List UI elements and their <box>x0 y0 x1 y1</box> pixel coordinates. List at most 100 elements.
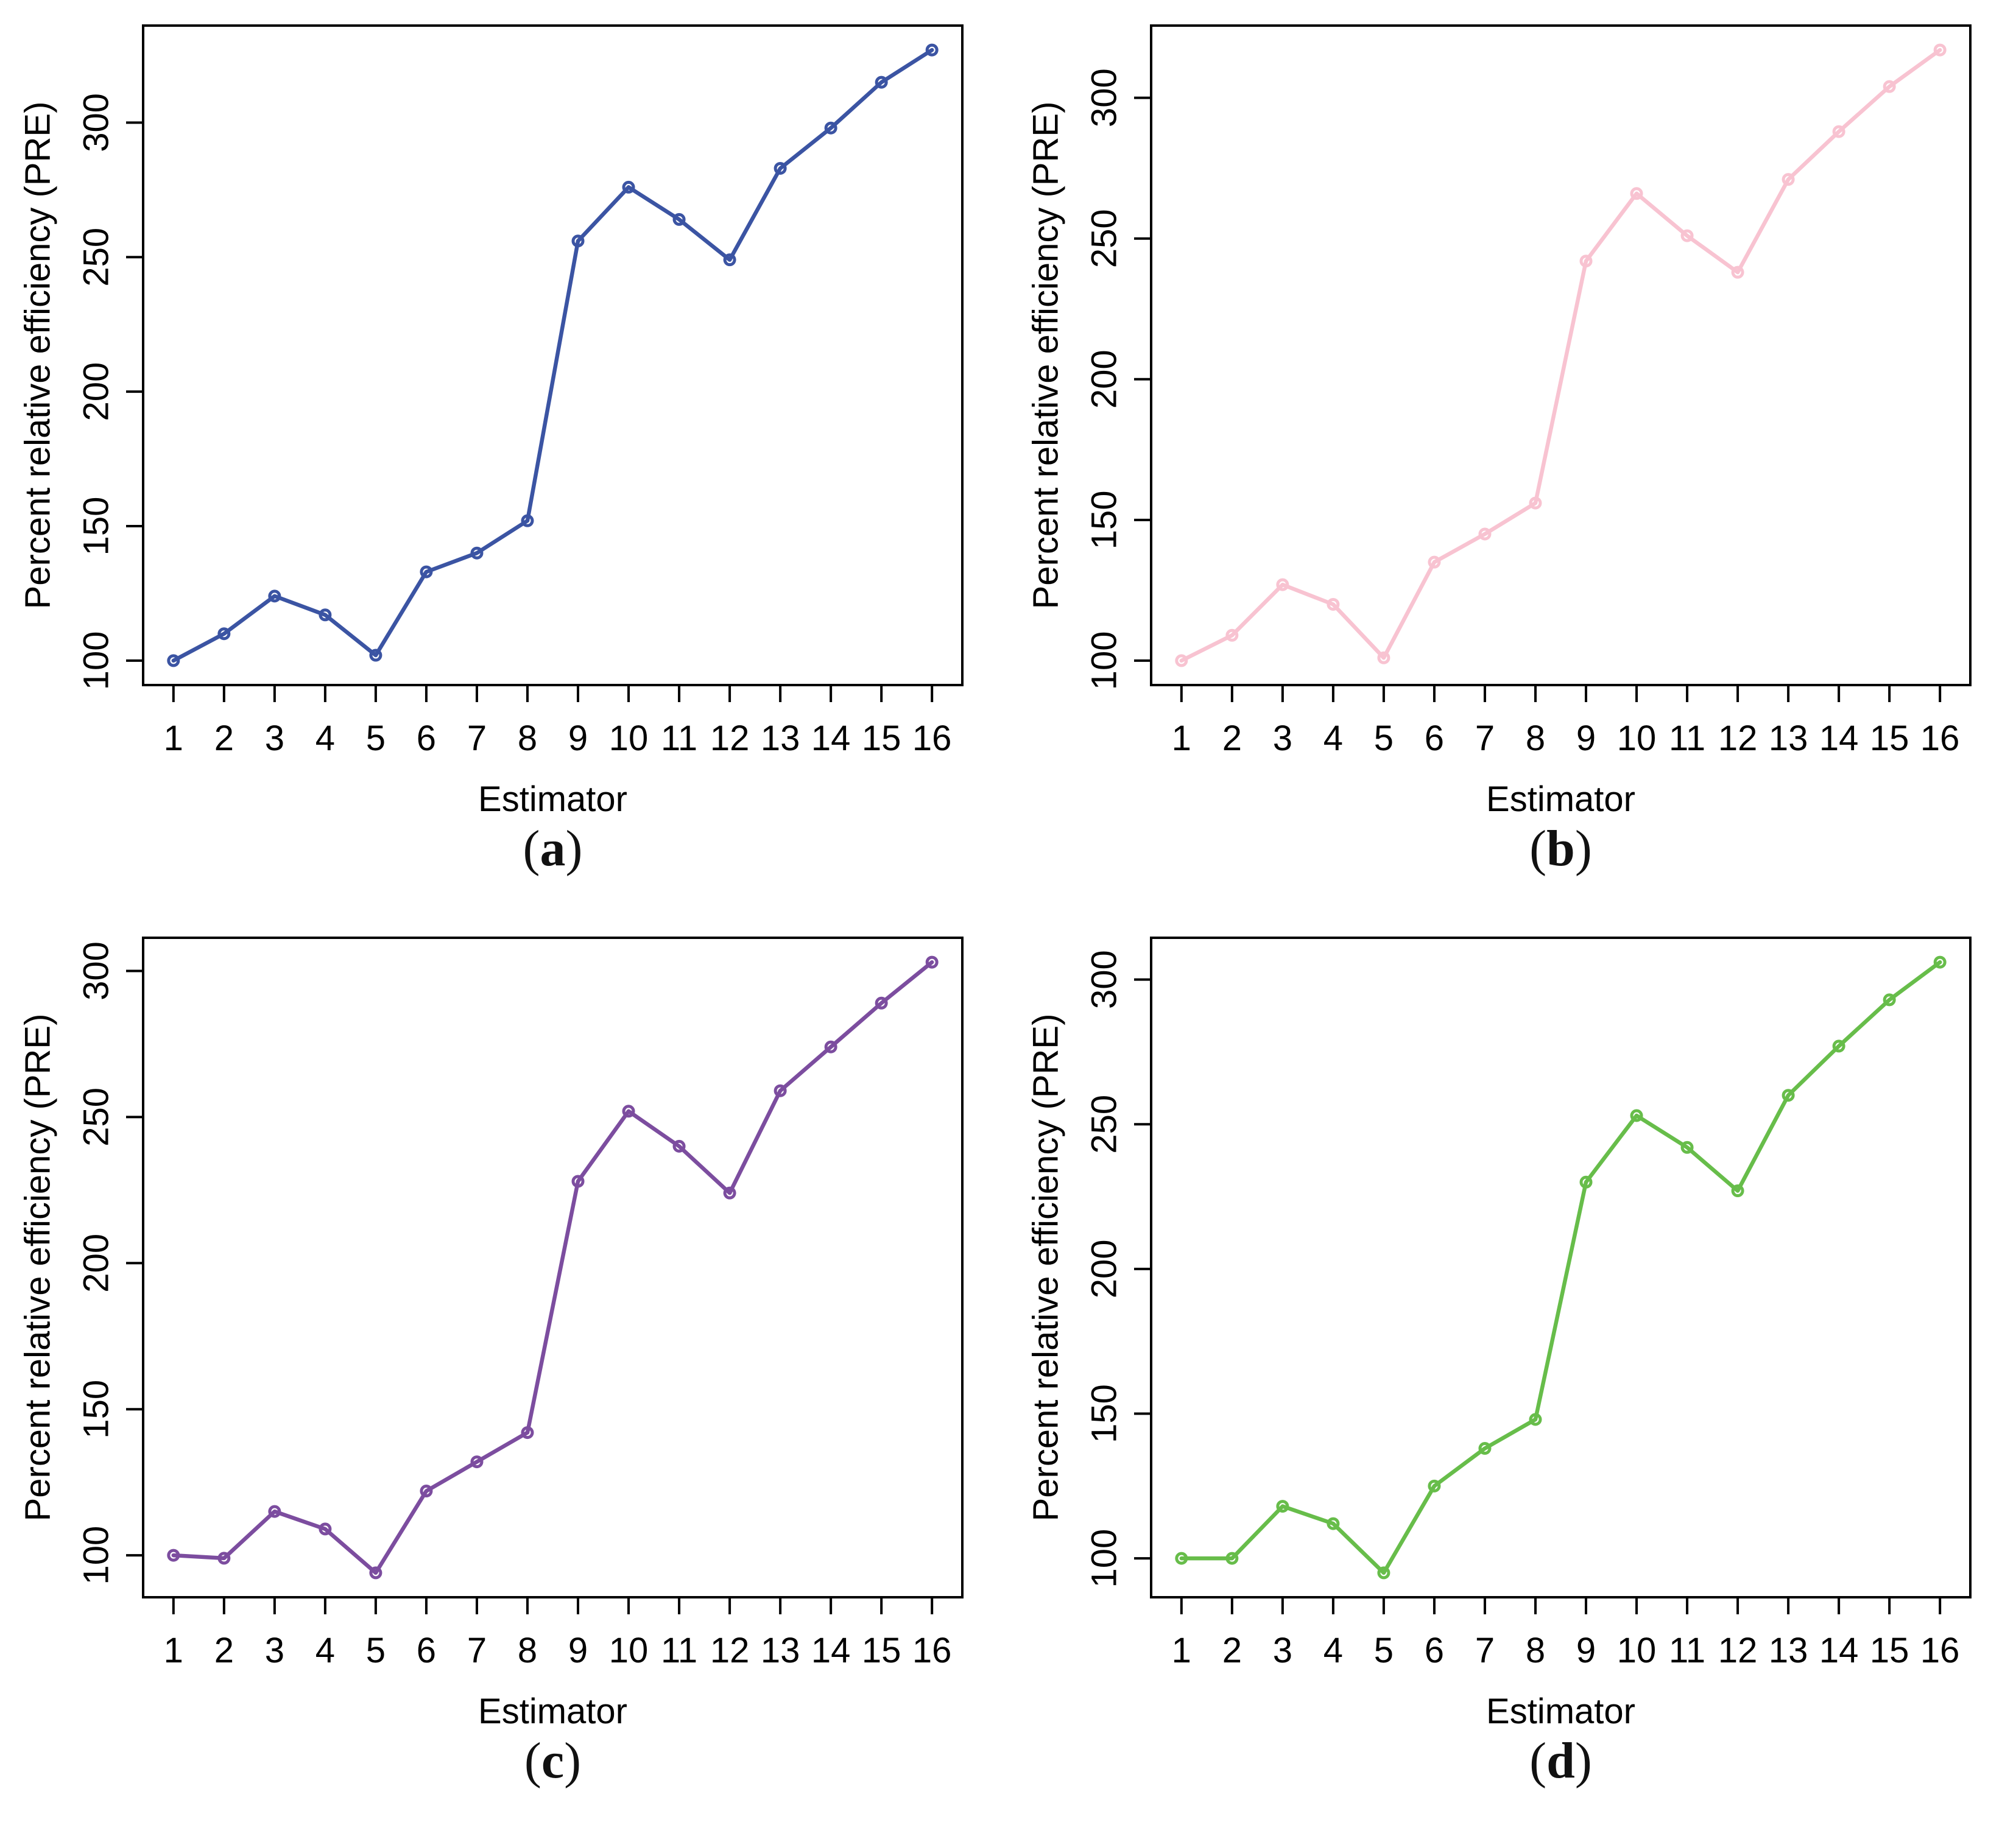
x-tick-label: 16 <box>1920 719 1960 758</box>
caption-d: (d) <box>1151 1735 1970 1787</box>
x-tick-label: 15 <box>862 1631 901 1670</box>
x-tick-label: 5 <box>366 719 386 758</box>
y-tick-label: 200 <box>77 362 116 421</box>
data-point <box>470 1455 484 1469</box>
data-point <box>1276 578 1289 591</box>
y-tick-label: 250 <box>77 228 116 287</box>
x-tick-label: 4 <box>1323 719 1343 758</box>
data-point <box>571 1175 585 1188</box>
data-point <box>1175 1552 1188 1565</box>
x-tick-label: 11 <box>1669 1631 1705 1670</box>
caption-open-paren: ( <box>523 820 540 877</box>
x-tick-label: 1 <box>1172 719 1191 758</box>
caption-close-paren: ) <box>564 1732 582 1789</box>
x-tick-label: 10 <box>1617 1631 1657 1670</box>
x-tick-label: 12 <box>1718 1631 1758 1670</box>
data-point <box>217 627 231 641</box>
x-tick-label: 4 <box>1323 1631 1343 1670</box>
x-tick-label: 15 <box>862 719 901 758</box>
x-tick-label: 7 <box>1475 719 1495 758</box>
caption-c: (c) <box>143 1735 962 1787</box>
y-tick-label: 150 <box>77 1380 116 1439</box>
data-point <box>1225 1552 1239 1565</box>
data-point <box>1175 654 1188 667</box>
x-tick-label: 4 <box>315 1631 335 1670</box>
data-point <box>167 654 180 667</box>
caption-a: (a) <box>143 823 962 874</box>
x-tick-label: 8 <box>1526 1631 1545 1670</box>
data-point <box>672 213 686 226</box>
data-point <box>1731 1184 1744 1198</box>
data-point <box>369 649 382 662</box>
data-point <box>1428 1479 1441 1493</box>
x-tick-label: 1 <box>164 719 183 758</box>
data-point <box>1933 955 1947 969</box>
x-tick-label: 2 <box>214 719 234 758</box>
x-tick-label: 14 <box>811 1631 851 1670</box>
x-tick-label: 13 <box>761 719 800 758</box>
data-point <box>622 180 635 194</box>
y-axis: 100 150 200 250 300 <box>1085 950 1151 1588</box>
y-axis: 100 150 200 250 300 <box>77 93 143 690</box>
data-point <box>875 76 888 89</box>
data-point <box>420 565 433 578</box>
x-tick-label: 14 <box>1819 719 1859 758</box>
x-tick-label: 15 <box>1870 1631 1909 1670</box>
x-tick-label: 11 <box>1669 719 1705 758</box>
y-tick-label: 200 <box>77 1234 116 1293</box>
chart-a-plot: 100 150 200 250 300 Percent relative efficien… <box>18 24 964 819</box>
data-point <box>1327 1517 1340 1530</box>
data-point <box>1680 229 1694 242</box>
caption-open-paren: ( <box>524 1732 541 1789</box>
data-point <box>774 1084 787 1097</box>
x-tick-label: 5 <box>366 1631 386 1670</box>
x-tick-label: 13 <box>1769 719 1808 758</box>
y-tick-label: 200 <box>1085 1239 1124 1298</box>
x-tick-label: 16 <box>912 1631 952 1670</box>
data-point <box>824 121 837 135</box>
x-tick-label: 1 <box>164 1631 183 1670</box>
data-point <box>1428 555 1441 569</box>
x-tick-label: 9 <box>568 719 588 758</box>
y-tick-label: 100 <box>1085 1529 1124 1588</box>
x-tick-label: 3 <box>265 1631 284 1670</box>
data-point <box>875 996 888 1010</box>
data-point <box>217 1552 231 1565</box>
x-tick-label: 4 <box>315 719 335 758</box>
panel-d: 100 150 200 250 300 Percent relative efficien… <box>1008 912 2016 1824</box>
y-tick-label: 150 <box>77 497 116 556</box>
series-line <box>1179 960 1942 1575</box>
data-point <box>1529 1413 1542 1426</box>
data-point <box>1883 80 1896 93</box>
chart-d-plot: 100 150 200 250 300 Percent relative efficien… <box>1026 937 1972 1731</box>
y-axis-title: Percent relative efficiency (PRE) <box>18 1014 58 1522</box>
data-point <box>672 1139 686 1153</box>
data-point <box>1933 43 1947 57</box>
y-tick-label: 100 <box>1085 631 1124 690</box>
x-tick-label: 13 <box>761 1631 800 1670</box>
y-tick-label: 100 <box>77 1526 116 1585</box>
data-point <box>1478 527 1492 541</box>
x-tick-label: 2 <box>1222 719 1242 758</box>
data-point <box>571 234 585 248</box>
data-point <box>319 1522 332 1536</box>
x-tick-label: 7 <box>467 1631 487 1670</box>
data-point <box>925 43 939 57</box>
data-point <box>925 955 939 969</box>
x-tick-label: 10 <box>1617 719 1657 758</box>
data-point <box>420 1485 433 1498</box>
x-tick-label: 6 <box>1425 719 1444 758</box>
x-axis: 1 2 3 4 5 6 7 8 9 10 11 12 13 14 15 16 <box>164 685 951 758</box>
data-point <box>824 1040 837 1053</box>
data-point <box>723 253 736 267</box>
x-axis: 1 2 3 4 5 6 7 8 9 10 11 12 13 14 15 16 <box>164 1597 952 1670</box>
x-axis: 1 2 3 4 5 6 7 8 9 10 11 12 13 14 15 16 <box>1172 1597 1959 1670</box>
x-tick-label: 1 <box>1172 1631 1191 1670</box>
x-tick-label: 3 <box>265 719 284 758</box>
plot-box <box>142 24 964 686</box>
x-tick-label: 9 <box>568 1631 588 1670</box>
data-point <box>1478 1442 1492 1455</box>
caption-letter: b <box>1546 820 1575 877</box>
caption-letter: c <box>541 1732 565 1789</box>
